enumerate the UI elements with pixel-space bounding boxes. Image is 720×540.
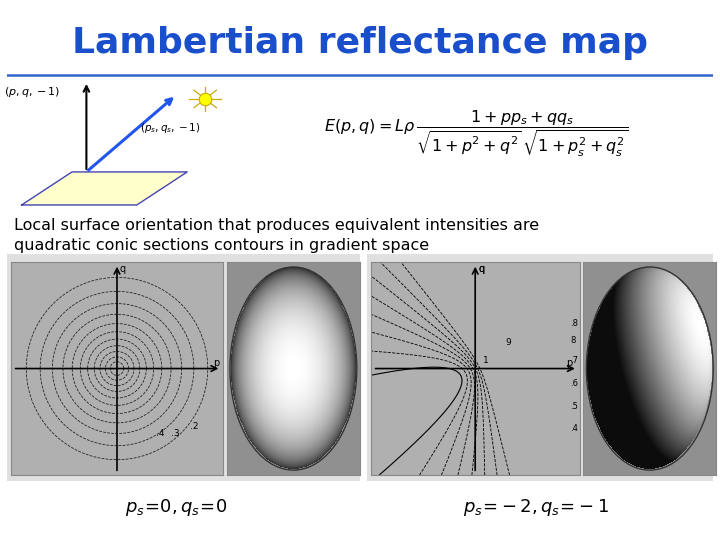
Text: .5: .5 bbox=[570, 402, 578, 411]
Text: $(p,q,-1)$: $(p,q,-1)$ bbox=[4, 85, 60, 99]
Text: $p_s\!=\!0,q_s\!=\!0$: $p_s\!=\!0,q_s\!=\!0$ bbox=[125, 497, 228, 518]
Text: Local surface orientation that produces equivalent intensities are: Local surface orientation that produces … bbox=[14, 218, 539, 233]
Text: .4: .4 bbox=[570, 423, 578, 433]
Text: Lambertian reflectance map: Lambertian reflectance map bbox=[72, 26, 648, 60]
Text: .3: .3 bbox=[171, 429, 180, 438]
Text: .7: .7 bbox=[570, 356, 578, 364]
Text: quadratic conic sections contours in gradient space: quadratic conic sections contours in gra… bbox=[14, 238, 429, 253]
Text: 9: 9 bbox=[505, 338, 511, 347]
Polygon shape bbox=[22, 172, 187, 205]
Text: q: q bbox=[478, 264, 484, 274]
Text: q: q bbox=[120, 264, 126, 274]
Text: $E(p,q) = L\rho\,\dfrac{1+pp_s+qq_s}{\sqrt{1+p^2+q^2}\,\sqrt{1+p_s^2+q_s^2}}$: $E(p,q) = L\rho\,\dfrac{1+pp_s+qq_s}{\sq… bbox=[324, 108, 629, 159]
Text: $p_s\!=\!-2,q_s\!=\!-1$: $p_s\!=\!-2,q_s\!=\!-1$ bbox=[464, 497, 609, 518]
Text: $(p_s,q_s,-1)$: $(p_s,q_s,-1)$ bbox=[140, 120, 201, 134]
Text: 8: 8 bbox=[570, 336, 575, 346]
Text: .6: .6 bbox=[570, 379, 578, 388]
Text: .8: .8 bbox=[570, 319, 578, 328]
Text: p: p bbox=[567, 357, 572, 368]
Text: 1: 1 bbox=[483, 356, 489, 364]
Text: q: q bbox=[478, 264, 484, 274]
Text: .4: .4 bbox=[156, 429, 164, 438]
Text: p: p bbox=[214, 357, 220, 368]
Text: .2: .2 bbox=[190, 422, 199, 431]
